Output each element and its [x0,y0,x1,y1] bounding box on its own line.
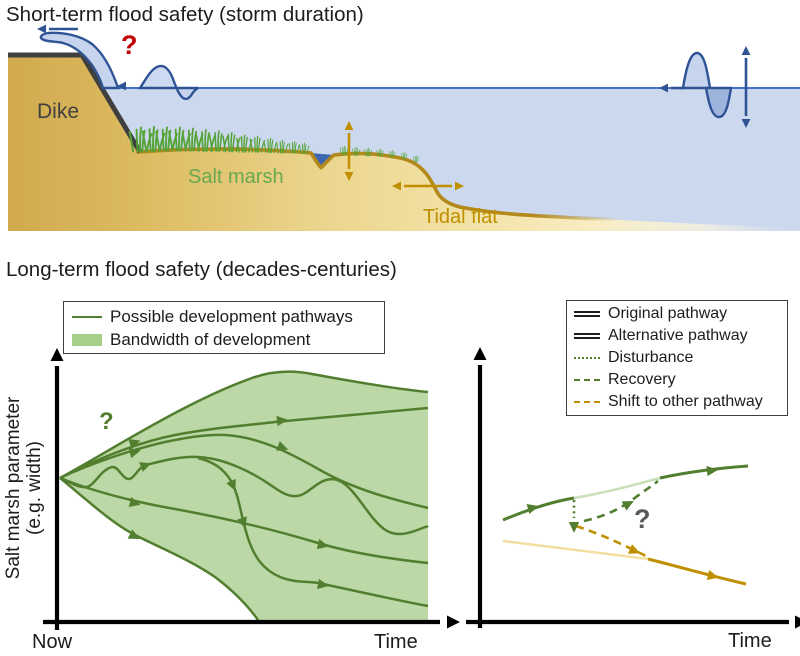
right-chart-legend: Original pathway Alternative pathway Dis… [566,300,788,416]
legend-item-original: Original pathway [574,303,781,325]
left-x-start-label: Now [32,631,73,653]
legend-label: Shift to other pathway [608,393,763,410]
pathway-5 [59,476,429,565]
cross-section-graphic [8,24,800,231]
legend-label: Recovery [608,371,676,388]
marsh-pond [311,153,334,168]
marsh-surface-line [136,147,620,222]
right-chart-arrowheads [526,464,720,583]
legend-item-bandwidth: Bandwidth of development [72,328,376,351]
disturbance-swatch [574,357,600,359]
recovery-swatch [574,379,600,381]
left-chart-legend: Possible development pathways Bandwidth … [63,301,385,354]
original-pathway-after [659,464,749,480]
left-y-axis-label: Salt marsh parameter (e.g. width) [3,368,45,608]
wave-height-arrow [741,46,751,128]
pathway-3 [59,455,429,536]
y-axis-label-line1: Salt marsh parameter [3,396,24,580]
legend-item-alternative: Alternative pathway [574,325,781,347]
legend-label: Disturbance [608,349,694,366]
legend-label: Original pathway [608,305,728,322]
pathway-2 [59,433,429,510]
marsh-accretion-arrow [344,121,354,181]
bandwidth-fill-swatch [72,333,102,346]
dike-label: Dike [37,100,80,123]
tidal-flat-label: Tidal flat [423,206,498,228]
left-chart [43,348,460,630]
bottom-panel-title: Long-term flood safety (decades-centurie… [6,258,397,281]
pathway-6 [59,477,260,621]
legend-item-shift: Shift to other pathway [574,391,781,413]
nearshore-wave-icon [137,64,199,101]
legend-label: Alternative pathway [608,327,748,344]
marsh-edge-migration-arrow [392,181,464,191]
bandwidth-area [60,371,428,620]
pathway-4 [197,456,429,608]
right-x-end-label: Time [728,630,772,652]
alternative-pathway-solid [647,557,747,586]
legend-label: Possible development pathways [110,306,353,326]
ground-body [8,55,790,231]
short-term-question-mark: ? [121,30,138,60]
pathway-line-swatch [72,315,102,318]
band-upper-edge [59,370,429,480]
legend-item-recovery: Recovery [574,369,781,391]
overtopping-arrow [37,24,78,34]
wave-overtopping-icon [39,31,126,91]
incoming-wave-icon [659,51,733,119]
shift-swatch [574,401,600,403]
legend-item-disturbance: Disturbance [574,347,781,369]
top-panel-title: Short-term flood safety (storm duration) [6,3,364,26]
right-chart-question-mark: ? [634,504,651,534]
y-axis-label-line2: (e.g. width) [24,441,45,535]
pathway-charts-graphic [43,347,800,630]
alternative-pathway-swatch [574,332,600,340]
alternative-pathway-faded [502,539,649,561]
legend-item-pathways: Possible development pathways [72,305,376,328]
left-chart-question-mark: ? [99,408,114,435]
original-pathway-swatch [574,310,600,318]
recovery-line [583,480,659,523]
left-x-end-label: Time [374,631,418,653]
legend-label: Bandwidth of development [110,329,311,349]
original-pathway-faded [573,476,661,500]
salt-marsh-label: Salt marsh [188,166,284,188]
pathway-1 [59,406,429,480]
original-pathway-before [502,496,575,522]
right-chart [466,347,800,629]
